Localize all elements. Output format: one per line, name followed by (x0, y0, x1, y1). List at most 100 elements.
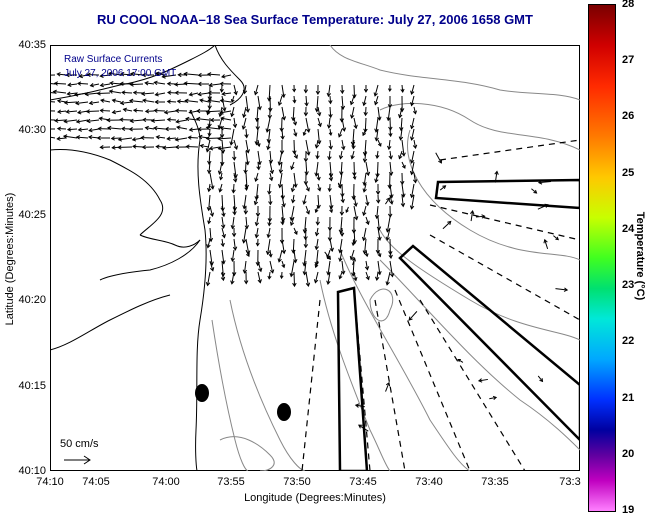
current-vector-head (56, 72, 61, 77)
current-vector (231, 249, 235, 262)
current-vector (377, 249, 381, 257)
current-vector-head (117, 137, 123, 142)
current-vector-head (442, 185, 447, 190)
current-vector-head (221, 91, 226, 97)
x-tick: 73:45 (349, 476, 377, 488)
current-vector-head (266, 233, 271, 239)
current-vector (281, 238, 285, 254)
current-vector-head (108, 71, 113, 76)
current-vector (155, 92, 166, 96)
current-vector-head (229, 141, 234, 146)
current-vector-head (340, 198, 345, 204)
current-vector-head (362, 101, 367, 107)
current-vector-head (164, 126, 169, 132)
current-vector (245, 249, 250, 257)
current-vector-head (328, 113, 333, 119)
current-vector-head (111, 98, 116, 103)
current-vector (315, 238, 319, 250)
current-vector (290, 205, 295, 221)
current-vector (293, 172, 297, 188)
current-vector (130, 73, 144, 76)
current-vector (329, 128, 332, 136)
current-vector (63, 135, 78, 139)
current-vector (76, 136, 89, 139)
current-vector (470, 210, 474, 222)
current-vector (413, 139, 417, 149)
current-vector (196, 118, 210, 121)
current-vector (267, 238, 271, 255)
current-vector (292, 106, 295, 121)
current-vector-head (256, 166, 261, 171)
current-vector-head (220, 161, 225, 167)
current-vector-head (75, 119, 81, 124)
current-vector-head (219, 176, 224, 181)
current-vector (544, 239, 549, 249)
current-vector-head (96, 91, 101, 96)
current-vector-head (129, 82, 134, 87)
current-vector-head (132, 108, 138, 113)
current-vector-head (142, 117, 147, 123)
current-vector (163, 146, 177, 149)
current-vector (269, 172, 273, 181)
current-vector-head (302, 200, 307, 205)
current-vector-head (292, 150, 297, 155)
current-vector (375, 172, 379, 183)
current-vector-head (117, 145, 122, 150)
current-vector (315, 205, 319, 213)
current-vector (305, 271, 309, 287)
current-vector-head (351, 145, 356, 150)
current-vector-head (563, 287, 569, 292)
current-vector-head (277, 161, 282, 166)
current-vector (108, 72, 122, 76)
current-vector-head (150, 118, 156, 123)
current-vector (350, 249, 355, 260)
current-vector-head (317, 187, 322, 192)
current-vector-head (77, 110, 82, 115)
current-vector-head (196, 108, 201, 114)
current-vector (400, 128, 403, 140)
current-vector (341, 194, 344, 203)
current-vector (221, 227, 225, 238)
current-vector (151, 119, 166, 122)
current-vector-head (533, 189, 538, 194)
current-vector (257, 139, 260, 147)
map-title: RU COOL NOAA–18 Sea Surface Temperature:… (97, 12, 533, 27)
current-vector (207, 271, 211, 286)
current-vector-head (388, 132, 393, 138)
current-vector (269, 161, 273, 174)
current-vector (68, 83, 78, 86)
current-vector-head (128, 126, 133, 132)
current-vector-head (166, 81, 172, 86)
current-vector-head (314, 144, 320, 149)
current-vector-head (85, 109, 91, 114)
current-vector (352, 238, 355, 246)
current-vector (209, 83, 221, 86)
current-vector (233, 194, 236, 211)
current-vector (363, 183, 367, 192)
current-vector-head (326, 124, 332, 129)
current-vector-head (162, 145, 167, 150)
current-vector-head (314, 264, 319, 269)
current-vector-head (254, 234, 260, 239)
current-vector-head (219, 81, 224, 87)
current-vector (230, 128, 235, 145)
current-vector (316, 227, 319, 236)
current-vector-head (188, 109, 193, 115)
current-vector-head (303, 158, 309, 163)
current-vector-head (399, 126, 404, 132)
current-vector-head (187, 135, 192, 140)
current-vector (364, 150, 367, 162)
current-vector-head (218, 188, 223, 193)
current-vector (130, 83, 144, 86)
current-vector-head (120, 71, 125, 77)
current-vector-head (400, 88, 405, 93)
current-vector (245, 183, 248, 191)
current-vector-head (408, 316, 413, 321)
current-vector (316, 150, 319, 159)
current-vector (269, 249, 272, 257)
current-vector-head (279, 127, 284, 132)
current-vector (328, 117, 331, 128)
current-vector (316, 95, 319, 112)
current-vector-head (161, 74, 166, 79)
current-vector-head (329, 247, 334, 253)
